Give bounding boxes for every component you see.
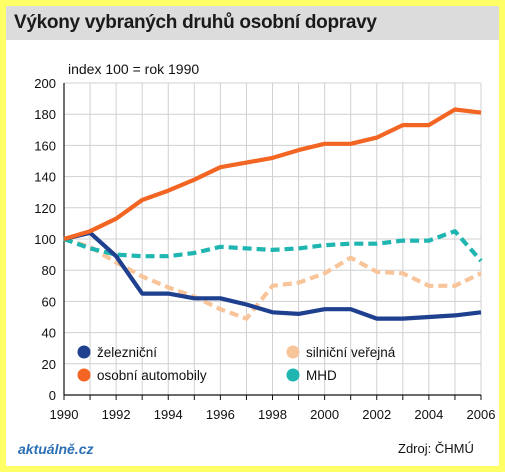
legend-label-zeleznicni: železniční <box>97 345 157 360</box>
source-note: Zdroj: ČHMÚ <box>398 441 474 456</box>
legend-marker-mhd <box>286 368 300 382</box>
y-tick-label: 0 <box>49 388 56 403</box>
y-tick-label: 160 <box>34 138 56 153</box>
x-tick-label: 1990 <box>50 407 79 422</box>
y-tick-label: 120 <box>34 201 56 216</box>
series-line-osobni <box>63 107 482 242</box>
legend: železniční silniční veřejná osobní automob… <box>77 345 396 383</box>
legend-label-mhd: MHD <box>306 368 337 383</box>
x-tick-label: 1996 <box>206 407 235 422</box>
legend-label-silnicni: silniční veřejná <box>306 345 396 360</box>
x-tick-label: 2000 <box>310 407 339 422</box>
series-line-mhd <box>63 229 483 263</box>
x-tick-label: 1998 <box>258 407 287 422</box>
y-tick-label: 20 <box>42 357 56 372</box>
chart-subtitle: index 100 = rok 1990 <box>68 61 199 77</box>
source-logo: aktuálně.cz <box>18 441 94 457</box>
x-tick-label: 2006 <box>467 407 496 422</box>
y-tick-label: 200 <box>34 76 56 91</box>
y-tick-label: 140 <box>34 170 56 185</box>
y-tick-label: 180 <box>34 107 56 122</box>
chart-title: Výkony vybraných druhů osobní dopravy <box>14 12 377 33</box>
y-tick-label: 100 <box>34 232 56 247</box>
series-line-zeleznicni <box>63 230 482 321</box>
legend-marker-osobni <box>77 368 91 382</box>
y-tick-label: 60 <box>42 294 56 309</box>
x-tick-label: 1992 <box>102 407 131 422</box>
x-tick-label: 2002 <box>362 407 391 422</box>
legend-label-osobni: osobní automobily <box>97 368 207 383</box>
series-line-silnicni <box>63 236 482 321</box>
x-tick-label: 2004 <box>414 407 443 422</box>
legend-marker-zeleznicni <box>77 345 91 359</box>
y-tick-label: 40 <box>42 326 56 341</box>
y-tick-label: 80 <box>42 263 56 278</box>
legend-marker-silnicni <box>286 345 300 359</box>
x-tick-label: 1994 <box>154 407 183 422</box>
series-lines <box>63 107 483 321</box>
title-bar: Výkony vybraných druhů osobní dopravy <box>6 6 499 41</box>
